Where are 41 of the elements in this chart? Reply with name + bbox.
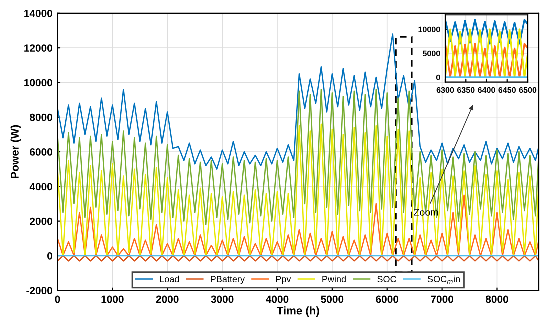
y-tick-label: 14000 <box>24 10 52 18</box>
legend-label: PBattery <box>211 276 245 284</box>
x-axis-title: Time (h) <box>276 306 320 317</box>
x-tick-label: 6500 <box>519 87 537 94</box>
x-tick-label: 6450 <box>498 87 516 94</box>
y-tick-label: 8000 <box>30 114 52 122</box>
line-series <box>58 89 539 226</box>
x-tick-label: 6350 <box>457 87 475 94</box>
y-tick-label: 10000 <box>418 26 440 33</box>
x-tick-label: 4000 <box>266 296 289 304</box>
x-tick-label: 1000 <box>102 296 124 304</box>
legend-label: SOC$_{m}$in <box>428 276 460 284</box>
x-tick-label: 5000 <box>321 296 344 304</box>
x-tick-label: 7000 <box>431 296 454 304</box>
x-tick-label: 3000 <box>211 296 234 304</box>
y-tick-label: 12000 <box>24 44 52 52</box>
x-tick-label: 6400 <box>478 87 496 94</box>
y-tick-label: 0 <box>436 74 440 81</box>
line-series <box>58 124 539 257</box>
line-series <box>446 19 528 45</box>
x-tick-label: 6000 <box>376 296 399 304</box>
y-tick-label: 5000 <box>422 50 440 57</box>
x-tick-label: 2000 <box>156 296 179 304</box>
y-tick-label: 2000 <box>30 218 52 226</box>
x-tick-label: 8000 <box>486 296 508 304</box>
x-tick-label: 0 <box>55 296 60 304</box>
y-tick-label: 6000 <box>30 148 52 156</box>
legend-label: SOC <box>378 276 396 283</box>
y-tick-label: 0 <box>48 252 52 260</box>
legend-label: Pwind <box>322 276 346 283</box>
y-tick-label: 4000 <box>30 183 52 191</box>
line-series <box>446 43 528 78</box>
legend-label: Ppv <box>276 276 292 284</box>
legend-label: Load <box>160 276 180 283</box>
x-tick-label: 6300 <box>436 87 454 94</box>
y-tick-label: -2000 <box>26 287 52 295</box>
y-axis-title: Power (W) <box>10 125 22 178</box>
line-series <box>58 34 539 170</box>
y-tick-label: 10000 <box>24 79 52 87</box>
line-series <box>58 194 539 257</box>
line-series <box>446 28 528 78</box>
